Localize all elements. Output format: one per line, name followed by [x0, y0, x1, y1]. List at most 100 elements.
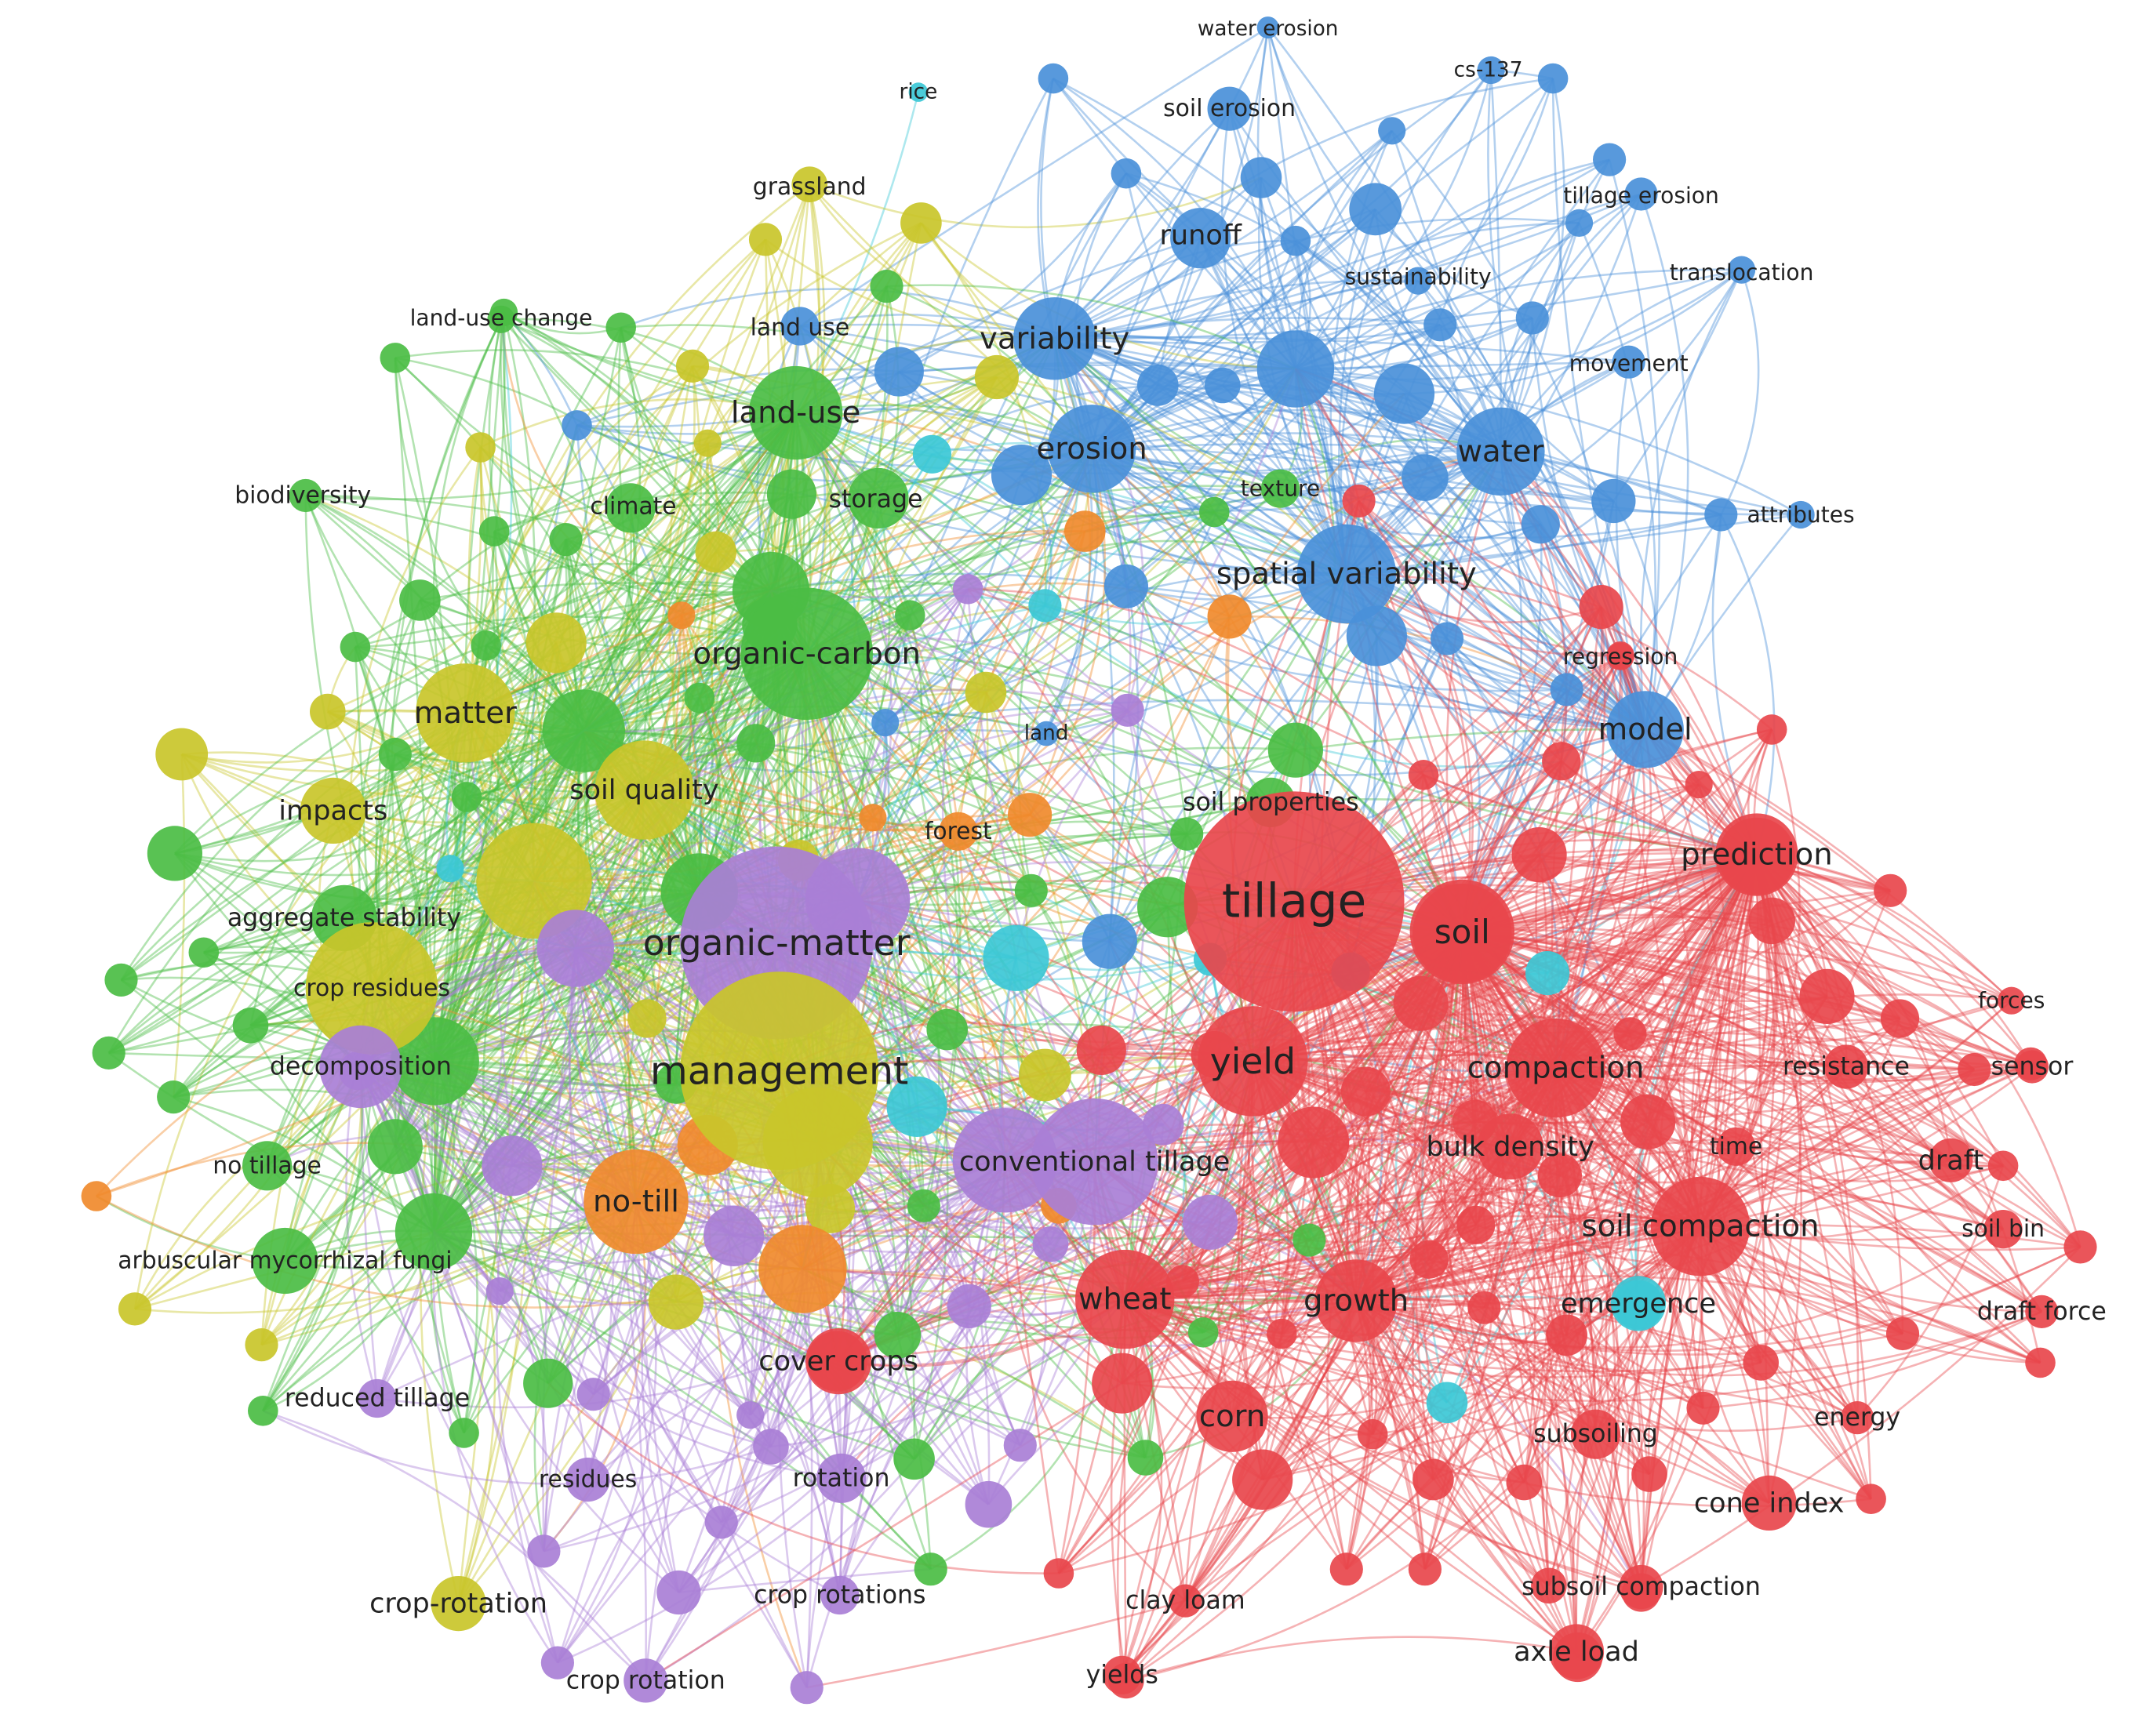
node-land-use[interactable]: [748, 365, 843, 460]
node-energy[interactable]: [1841, 1401, 1874, 1435]
node-soil-compaction[interactable]: [1650, 1176, 1751, 1276]
cooccurrence-edge: [1295, 728, 1645, 751]
node-variability[interactable]: [1013, 297, 1096, 380]
cooccurrence-edge: [770, 529, 1085, 592]
node-soil-bin[interactable]: [1983, 1210, 2023, 1249]
cooccurrence-edge: [466, 589, 772, 798]
cooccurrence-edge: [1053, 337, 1231, 617]
node-resistance[interactable]: [1823, 1044, 1869, 1089]
cooccurrence-edge: [645, 1382, 1123, 1682]
node-tillage[interactable]: [1183, 791, 1405, 1012]
node-sustainability[interactable]: [1404, 267, 1432, 295]
node-crop-rotations[interactable]: [820, 1575, 860, 1615]
node-yield[interactable]: [1198, 1006, 1308, 1117]
node-tillage-erosion[interactable]: [1624, 177, 1658, 211]
node-soil-erosion[interactable]: [1207, 86, 1252, 131]
cooccurrence-edge: [96, 1142, 637, 1203]
node-spatial-variability[interactable]: [1296, 524, 1397, 624]
node-subsoiling[interactable]: [1570, 1409, 1621, 1459]
node-grassland[interactable]: [791, 166, 827, 202]
cooccurrence-edge: [1365, 1090, 1701, 1228]
node-arbuscular-mycorrhizal-fungi[interactable]: [252, 1227, 318, 1295]
cooccurrence-edge: [1500, 451, 1568, 855]
cooccurrence-edge: [643, 365, 702, 791]
node-prediction[interactable]: [1715, 813, 1798, 896]
node-runoff[interactable]: [1170, 208, 1231, 269]
node-regression[interactable]: [1606, 642, 1634, 670]
node-cover-crops[interactable]: [805, 1328, 872, 1395]
node-no-tillage[interactable]: [242, 1141, 293, 1191]
node-storage[interactable]: [848, 467, 909, 529]
unlabeled-node: [1579, 585, 1623, 630]
node-time[interactable]: [1717, 1127, 1756, 1166]
cooccurrence-edge: [1346, 514, 1802, 576]
node-translocation[interactable]: [1728, 256, 1756, 284]
node-compaction[interactable]: [1506, 1019, 1605, 1118]
node-soil[interactable]: [1409, 879, 1515, 985]
node-crop-rotation[interactable]: [431, 1576, 486, 1632]
node-reduced-tillage[interactable]: [358, 1378, 397, 1418]
node-water-erosion[interactable]: [1256, 16, 1279, 39]
node-matter[interactable]: [416, 663, 515, 763]
node-erosion[interactable]: [1047, 405, 1136, 493]
node-clay-loam[interactable]: [1169, 1584, 1202, 1618]
cooccurrence-edge: [1554, 606, 1602, 1069]
node-organic-carbon[interactable]: [740, 587, 873, 721]
node-rice[interactable]: [908, 82, 929, 102]
node-draft-force[interactable]: [2025, 1295, 2059, 1328]
cooccurrence-edge: [1720, 514, 1776, 855]
node-cone-index[interactable]: [1741, 1475, 1797, 1531]
node-conventional-tillage[interactable]: [1031, 1098, 1158, 1226]
cooccurrence-edge: [794, 412, 1033, 892]
node-crop-residues[interactable]: [305, 922, 438, 1055]
node-wheat[interactable]: [1075, 1249, 1175, 1349]
cooccurrence-edge: [1262, 1361, 1762, 1481]
unlabeled-node: [1756, 714, 1787, 745]
node-yields[interactable]: [1103, 1655, 1142, 1694]
node-model[interactable]: [1606, 691, 1684, 768]
unlabeled-node: [1378, 117, 1406, 145]
node-land[interactable]: [1034, 721, 1059, 746]
node-impacts[interactable]: [300, 777, 366, 844]
node-residues[interactable]: [565, 1458, 610, 1502]
cooccurrence-edge: [1050, 1243, 1357, 1302]
cooccurrence-edge: [1125, 172, 1502, 452]
node-draft[interactable]: [1929, 1138, 1973, 1182]
node-bulk-density[interactable]: [1477, 1113, 1543, 1180]
node-management[interactable]: [680, 971, 878, 1171]
cooccurrence-edge: [371, 183, 811, 990]
cooccurrence-edge: [394, 753, 700, 893]
node-emergence[interactable]: [1610, 1276, 1667, 1331]
node-crop-rotation[interactable]: [624, 1658, 668, 1703]
node-axle-load[interactable]: [1548, 1624, 1605, 1680]
cooccurrence-edge: [574, 721, 886, 950]
node-texture[interactable]: [1260, 469, 1300, 508]
cooccurrence-edge: [1500, 78, 1565, 452]
cooccurrence-edge: [802, 616, 1231, 1270]
node-biodiversity[interactable]: [289, 478, 322, 513]
node-climate[interactable]: [605, 483, 656, 533]
cooccurrence-edge: [1124, 1298, 1642, 1594]
node-water[interactable]: [1456, 407, 1545, 496]
node-no-till[interactable]: [584, 1149, 689, 1255]
node-rotation[interactable]: [816, 1453, 867, 1503]
cooccurrence-edge: [802, 1269, 842, 1596]
unlabeled-node: [1537, 1153, 1582, 1198]
node-movement[interactable]: [1612, 345, 1645, 379]
node-land-use-change[interactable]: [487, 305, 515, 333]
cooccurrence-edge: [284, 947, 576, 1262]
cooccurrence-edge: [1295, 368, 1562, 762]
node-forest[interactable]: [939, 812, 978, 851]
unlabeled-node: [1856, 1484, 1886, 1514]
node-soil-quality[interactable]: [594, 740, 694, 840]
unlabeled-node: [245, 1328, 278, 1362]
node-subsoil-compaction[interactable]: [1619, 1564, 1663, 1610]
node-growth[interactable]: [1314, 1259, 1398, 1342]
node-land-use[interactable]: [780, 307, 820, 346]
node-corn[interactable]: [1196, 1380, 1268, 1452]
node-forces[interactable]: [1998, 986, 2026, 1015]
node-sensor[interactable]: [2015, 1050, 2049, 1084]
node-cs-137[interactable]: [1477, 56, 1505, 85]
node-attributes[interactable]: [1787, 500, 1815, 529]
node-decomposition[interactable]: [319, 1025, 402, 1109]
